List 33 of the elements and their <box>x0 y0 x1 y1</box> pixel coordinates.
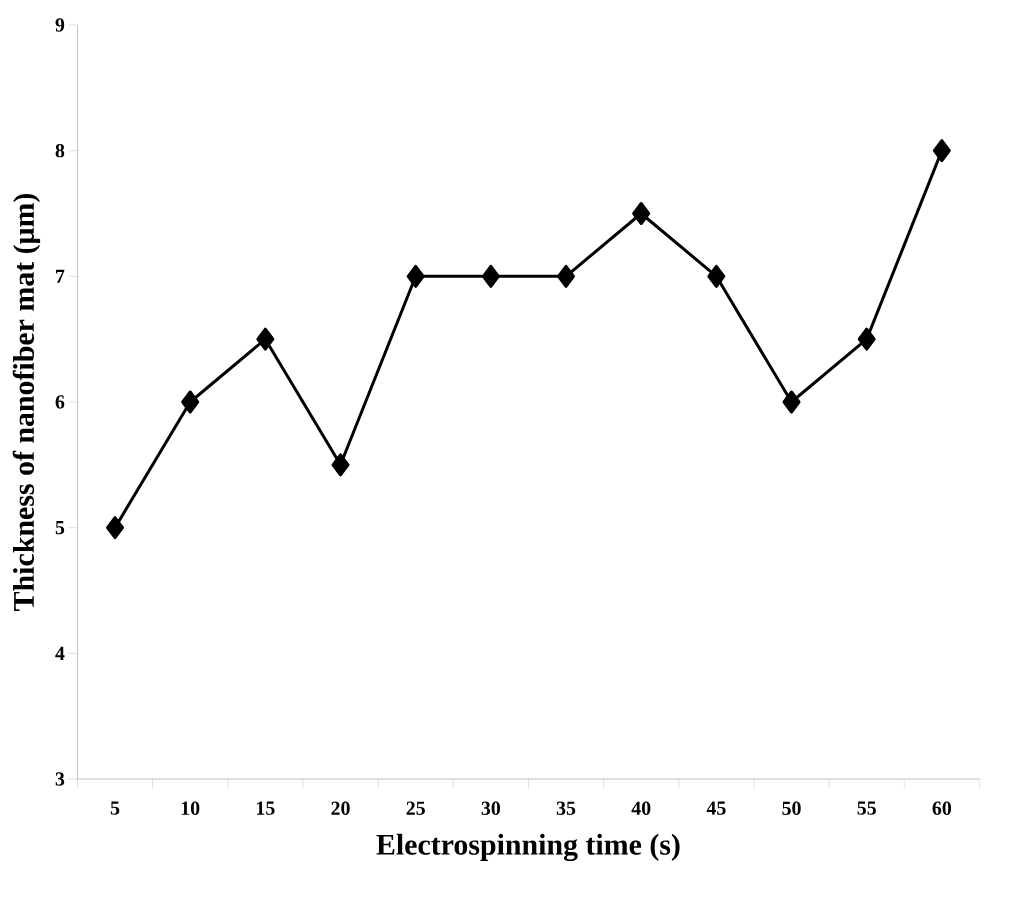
x-tick-label: 20 <box>331 801 350 815</box>
point <box>406 264 425 288</box>
x-tick-label: 60 <box>932 801 952 815</box>
y-tick-label: 5 <box>55 521 65 535</box>
point <box>632 201 651 225</box>
y-tick-label: 9 <box>55 18 65 32</box>
y-tick-label: 3 <box>55 772 65 786</box>
x-tick-label: 45 <box>706 801 726 815</box>
point <box>857 327 876 351</box>
y-axis-title: Thickness of nanofiber mat (μm) <box>12 193 41 611</box>
point <box>181 390 200 414</box>
x-tick-label: 15 <box>256 801 275 815</box>
x-tick-label: 55 <box>857 801 876 815</box>
x-axis-title: Electrospinning time (s) <box>376 833 680 862</box>
point <box>331 453 350 477</box>
point <box>782 390 801 414</box>
y-tick-label: 7 <box>56 269 65 283</box>
y-tick-label: 4 <box>55 646 65 660</box>
x-tick-label: 40 <box>631 801 651 815</box>
y-tick-label: 8 <box>55 143 65 158</box>
point <box>707 264 726 288</box>
point <box>106 516 125 540</box>
x-tick-label: 25 <box>406 801 425 815</box>
x-tick-label: 35 <box>556 801 576 815</box>
point <box>481 264 500 288</box>
point <box>557 264 576 288</box>
x-tick-label: 10 <box>181 801 200 815</box>
x-tick-label: 5 <box>110 801 120 815</box>
y-tick-label: 6 <box>55 395 65 409</box>
point <box>932 139 951 163</box>
point <box>256 327 275 351</box>
x-tick-label: 30 <box>481 801 501 815</box>
x-tick-label: 50 <box>782 801 801 815</box>
